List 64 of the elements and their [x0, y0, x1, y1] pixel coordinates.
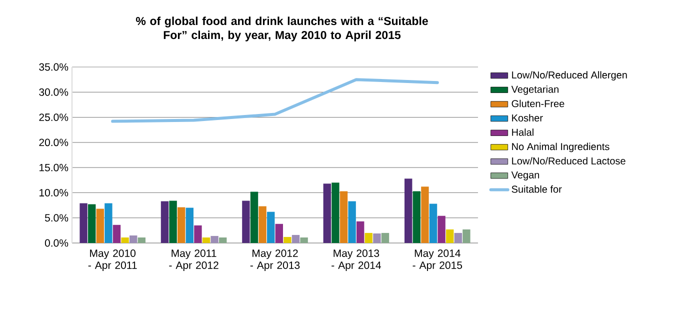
line-series — [111, 78, 439, 123]
bar — [446, 229, 454, 243]
bar — [412, 191, 420, 243]
bar — [178, 207, 186, 243]
bar — [364, 232, 372, 243]
bar — [356, 221, 364, 243]
legend-label: Low/No/Reduced Allergen — [512, 71, 627, 81]
bar — [80, 203, 88, 243]
bar — [202, 237, 210, 243]
bar — [373, 233, 381, 243]
y-tick-label: 25.0% — [39, 114, 68, 122]
bar — [404, 178, 412, 243]
bar — [275, 224, 283, 243]
bar — [381, 232, 390, 243]
bar — [194, 225, 202, 243]
bar — [112, 224, 121, 243]
chart-title: % of global food and drink launches with a “Suitable For” claim, by year, May 2010 to April 2015 — [136, 16, 428, 42]
y-tick-label: 0.0% — [44, 239, 68, 247]
legend-label: Suitable for — [512, 185, 562, 193]
legend-label: Halal — [512, 128, 534, 136]
bar — [462, 229, 470, 243]
y-tick-label: 35.0% — [39, 63, 68, 71]
y-tick-label: 10.0% — [40, 189, 68, 196]
bar — [332, 182, 340, 243]
bar — [438, 216, 446, 243]
bar — [169, 200, 177, 243]
bar — [186, 208, 194, 243]
bar — [454, 232, 462, 243]
y-tick-label: 5.0% — [44, 214, 68, 222]
bar — [96, 208, 104, 243]
bar — [421, 186, 429, 243]
bar — [250, 192, 258, 243]
bar — [348, 201, 356, 243]
y-tick-label: 20.0% — [39, 138, 68, 146]
bar — [121, 237, 129, 243]
y-tick-label: 15.0% — [40, 164, 68, 172]
bar — [340, 191, 348, 243]
legend-label: Low/No/Reduced Lactose — [512, 157, 626, 164]
bar — [104, 203, 112, 243]
bar — [88, 204, 96, 243]
legend-label: Kosher — [512, 114, 543, 122]
x-tick-label: May 2010 - Apr 2011 — [88, 250, 137, 272]
x-tick-label: May 2014 - Apr 2015 — [412, 250, 462, 272]
bar — [130, 235, 138, 243]
y-tick-label: 30.0% — [39, 88, 68, 96]
x-tick-label: May 2011 - Apr 2012 — [169, 250, 218, 272]
bar — [300, 237, 308, 243]
legend-label: Vegan — [511, 171, 540, 180]
legend-label: No Animal Ingredients — [512, 142, 610, 152]
bar — [242, 200, 250, 243]
legend-label: Gluten-Free — [512, 100, 564, 108]
bar — [292, 234, 300, 243]
bar — [323, 184, 331, 243]
bar — [284, 236, 292, 243]
bar — [138, 237, 146, 243]
x-tick-label: May 2012 - Apr 2013 — [250, 250, 300, 272]
legend-label: Vegetarian — [511, 86, 558, 95]
x-tick-label: May 2013 - Apr 2014 — [332, 250, 381, 272]
bar — [219, 237, 227, 243]
bar — [210, 236, 218, 243]
bar — [429, 204, 438, 243]
bar — [258, 206, 266, 243]
bar — [267, 212, 275, 243]
bar — [160, 201, 169, 243]
